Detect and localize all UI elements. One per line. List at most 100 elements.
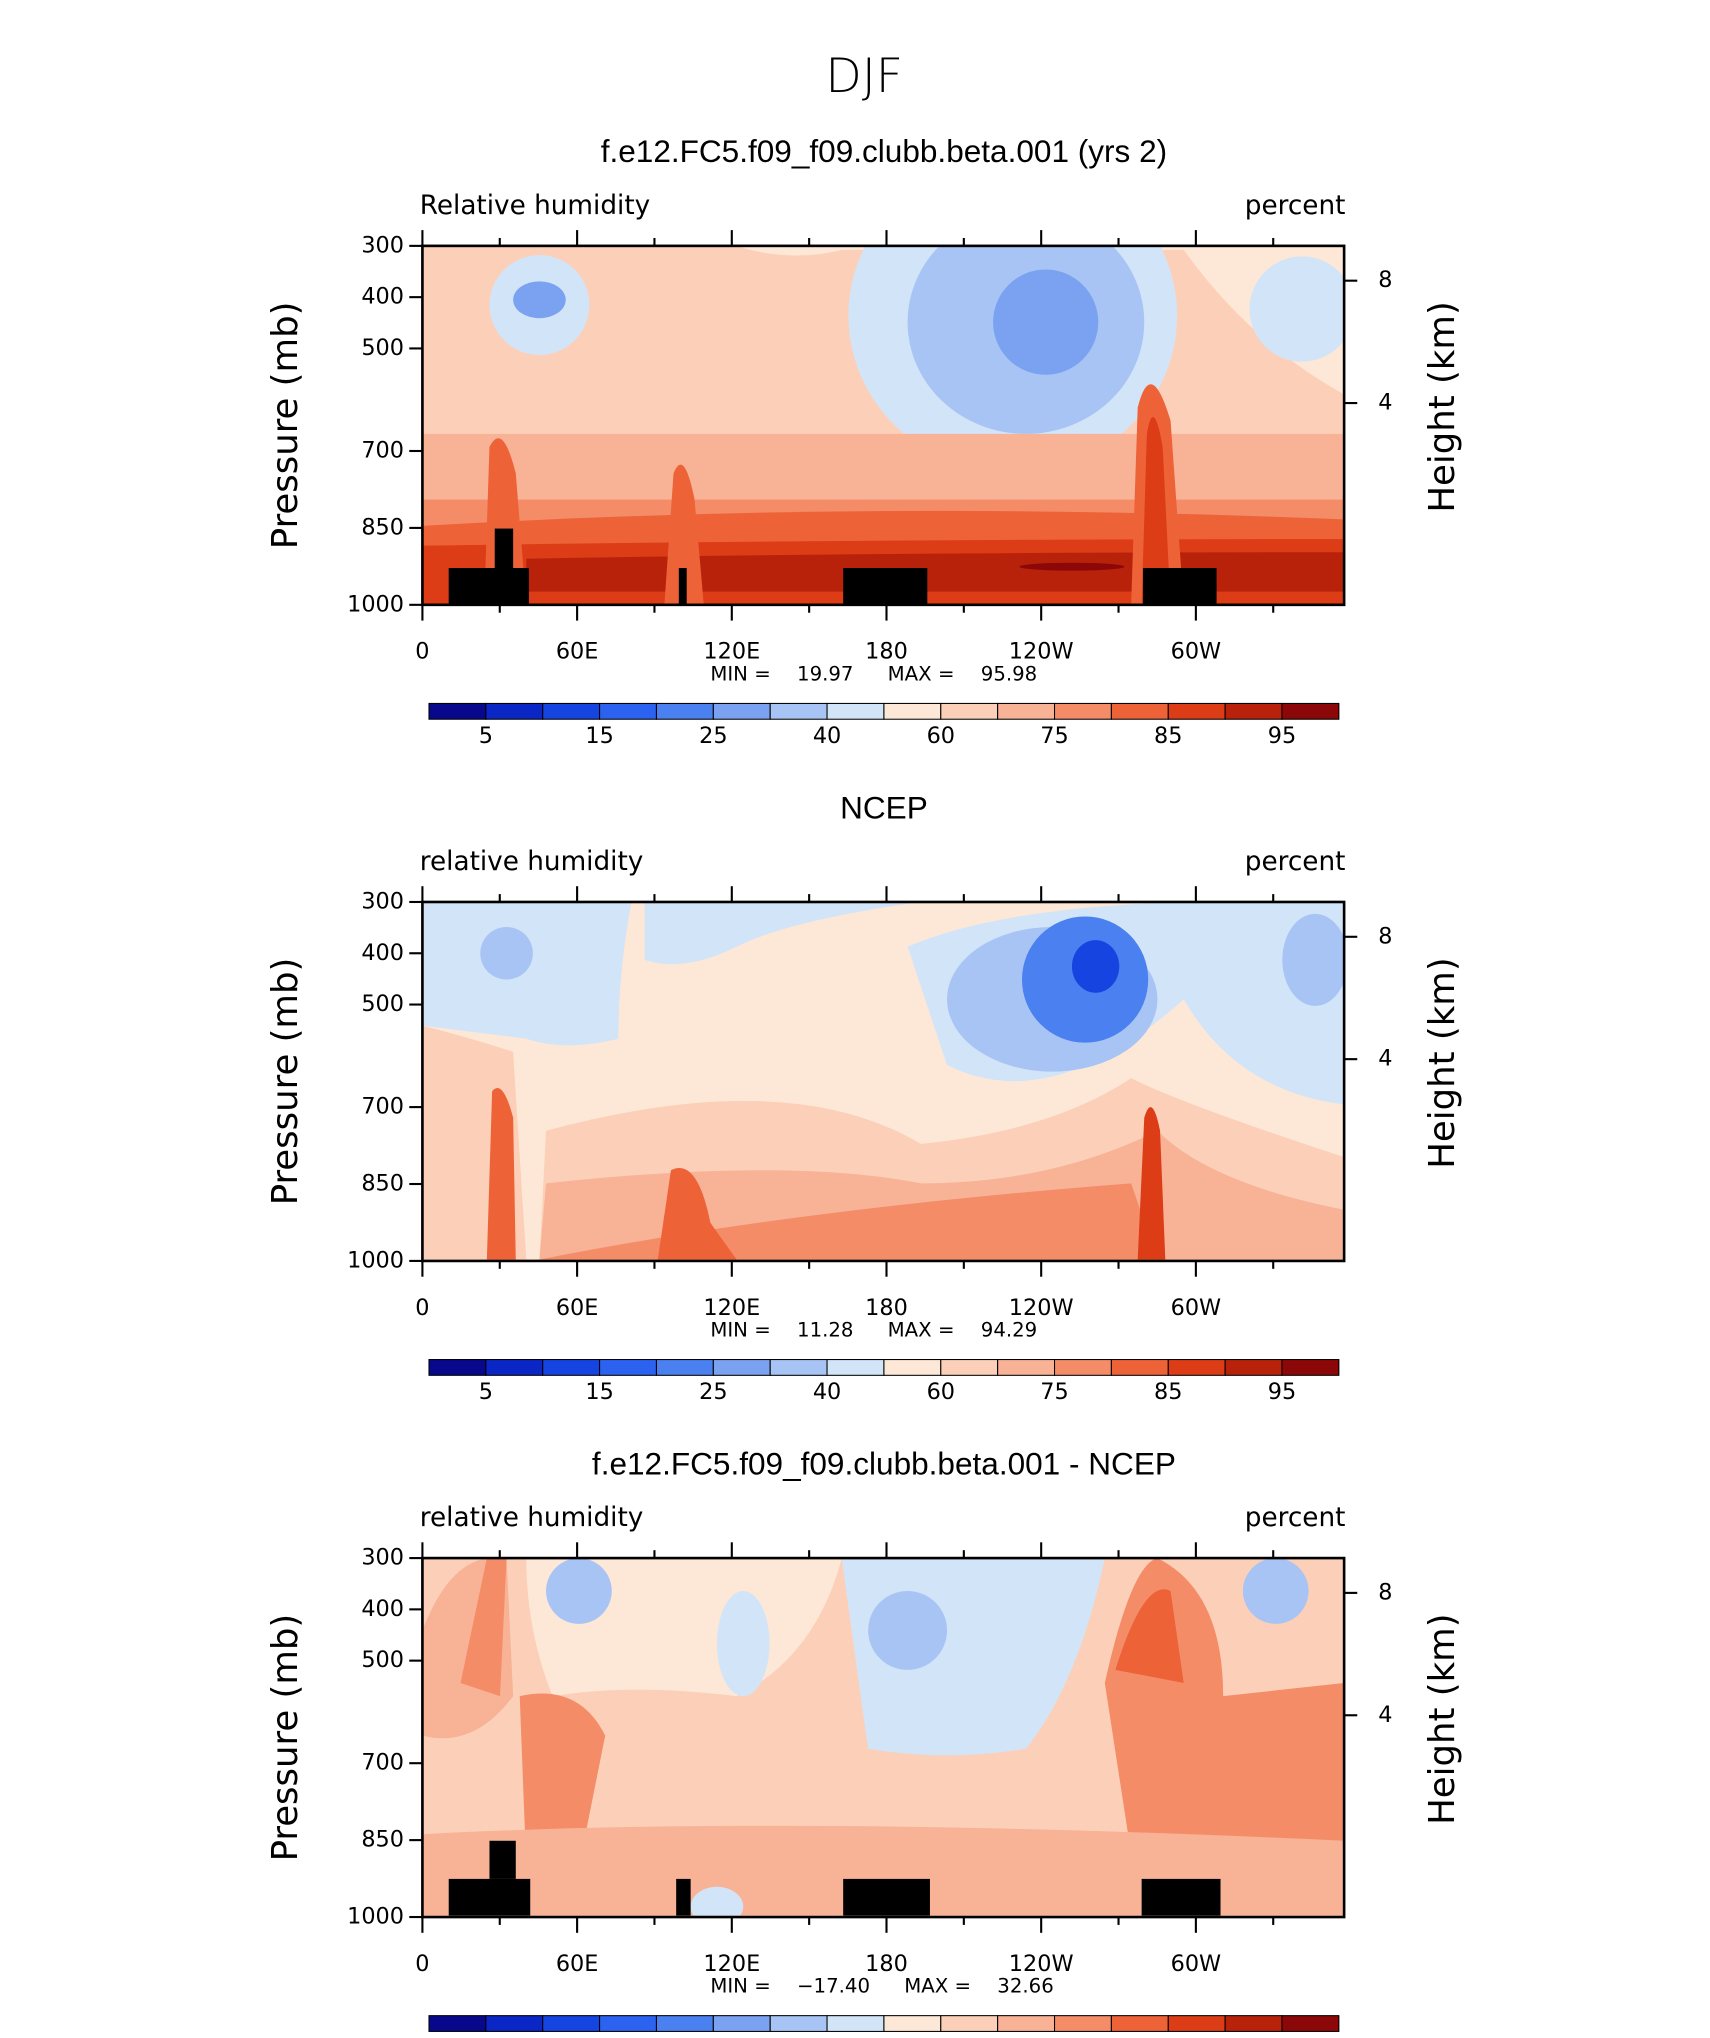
x-tick-label: 120E: [703, 1951, 760, 1977]
colorbar-box: [712, 702, 771, 720]
y-tick-label: 1000: [347, 1904, 404, 1930]
y2-tick-label: 8: [1378, 923, 1392, 949]
y-tick-label: 400: [361, 284, 404, 310]
x-tick-label: 0: [415, 1951, 429, 1977]
y-tick-label: 850: [361, 1827, 404, 1853]
colorbar-box: [1281, 1359, 1340, 1376]
colorbar-box: [1054, 2015, 1112, 2032]
colorbar-label: 75: [1040, 1379, 1068, 1405]
y-tick-label: 1000: [347, 1247, 404, 1273]
y-tick-label: 500: [361, 335, 404, 361]
y-tick-label: 300: [361, 1545, 404, 1571]
colorbar-box: [940, 1359, 999, 1376]
x-tick-label: 60W: [1171, 639, 1222, 665]
colorbar-box: [1110, 702, 1169, 720]
x-tick-label: 120W: [1009, 639, 1074, 665]
colorbar-box: [655, 2015, 714, 2032]
y2-axis-label: Height (km): [1422, 957, 1463, 1168]
stat-label: MIN =: [710, 662, 770, 685]
y-tick-label: 850: [361, 1171, 404, 1197]
y2-axis-label: Height (km): [1422, 1613, 1463, 1824]
colorbar-label: −50: [462, 2035, 509, 2038]
colorbar-label: −5: [811, 2035, 844, 2038]
x-tick-label: 180: [865, 639, 908, 665]
left-title: relative humidity: [420, 847, 644, 877]
x-tick-label: 0: [415, 1295, 429, 1321]
stat-label: MIN =: [710, 1318, 770, 1341]
colorbar-box: [599, 2015, 657, 2032]
colorbar-box: [599, 1359, 657, 1376]
colorbar-label: −20: [633, 2035, 680, 2038]
panel-title: f.e12.FC5.f09_f09.clubb.beta.001 (yrs 2): [601, 133, 1167, 169]
y-tick-label: 400: [361, 1596, 404, 1622]
colorbar-label: 60: [927, 723, 955, 749]
y-tick-label: 500: [361, 1647, 404, 1673]
colorbar-label: 25: [699, 723, 727, 749]
colorbar-label: −30: [576, 2035, 623, 2038]
colorbar-box: [769, 1359, 828, 1376]
stat-label: MAX =: [904, 1974, 971, 1997]
colorbar-box: [883, 2015, 942, 2032]
stats: MIN = 19.97 MAX = 95.98: [710, 662, 1037, 685]
colorbar-label: 15: [585, 1379, 613, 1405]
y-axis-label: Pressure (mb): [265, 958, 306, 1206]
y2-axis-label: Height (km): [1422, 301, 1463, 512]
colorbar-label: 40: [1211, 2035, 1239, 2038]
stat-label: MAX =: [888, 1318, 955, 1341]
colorbar-box: [1110, 2015, 1169, 2032]
colorbar-label: −15: [690, 2035, 737, 2038]
colorbar-box: [826, 702, 885, 720]
colorbar-box: [599, 702, 657, 720]
colorbar-label: −10: [747, 2035, 794, 2038]
colorbar-box: [1167, 702, 1226, 720]
colorbar-box: [428, 702, 487, 720]
x-tick-label: 180: [865, 1951, 908, 1977]
colorbar-box: [826, 1359, 885, 1376]
colorbar-label: 75: [1040, 723, 1068, 749]
colorbar-box: [655, 1359, 714, 1376]
colorbar-label: 30: [1154, 2035, 1182, 2038]
figure-title: DJF: [825, 49, 903, 104]
y-tick-label: 300: [361, 232, 404, 258]
stats: MIN = 11.28 MAX = 94.29: [710, 1318, 1037, 1341]
left-title: Relative humidity: [420, 191, 650, 221]
x-tick-label: 120W: [1009, 1951, 1074, 1977]
contour-field: [422, 901, 1345, 1260]
colorbar-box: [940, 2015, 999, 2032]
colorbar-label: 40: [813, 1379, 841, 1405]
left-title: relative humidity: [420, 1503, 644, 1533]
colorbar-label: −40: [519, 2035, 566, 2038]
right-title: percent: [1245, 1503, 1346, 1533]
colorbar-box: [997, 702, 1056, 720]
stat-value: 32.66: [997, 1974, 1053, 1997]
colorbar-label: 10: [983, 2035, 1011, 2038]
right-title: percent: [1245, 847, 1346, 877]
colorbar-box: [769, 2015, 828, 2032]
colorbar-box: [485, 2015, 544, 2032]
colorbar-box: [428, 2015, 487, 2032]
plot-frame: [421, 244, 1346, 607]
y-tick-label: 850: [361, 514, 404, 540]
x-tick-label: 120E: [703, 639, 760, 665]
x-tick-label: 120E: [703, 1295, 760, 1321]
colorbar-box: [1054, 702, 1112, 720]
colorbar-box: [769, 702, 828, 720]
colorbar-box: [1224, 1359, 1283, 1376]
x-tick-label: 60W: [1171, 1951, 1222, 1977]
colorbar-box: [1281, 2015, 1340, 2032]
colorbar-box: [1167, 2015, 1226, 2032]
colorbar-box: [712, 2015, 771, 2032]
colorbar-label: 5: [934, 2035, 948, 2038]
colorbar-label: 60: [927, 1379, 955, 1405]
colorbar-box: [542, 1359, 601, 1376]
x-tick-label: 60E: [556, 639, 599, 665]
colorbar-box: [485, 702, 544, 720]
x-tick-label: 0: [415, 639, 429, 665]
right-title: percent: [1245, 191, 1346, 221]
colorbar-box: [826, 2015, 885, 2032]
y-axis-label: Pressure (mb): [265, 302, 306, 550]
colorbar-box: [997, 1359, 1056, 1376]
colorbar-label: 0: [877, 2035, 891, 2038]
stat-value: 95.98: [981, 662, 1037, 685]
